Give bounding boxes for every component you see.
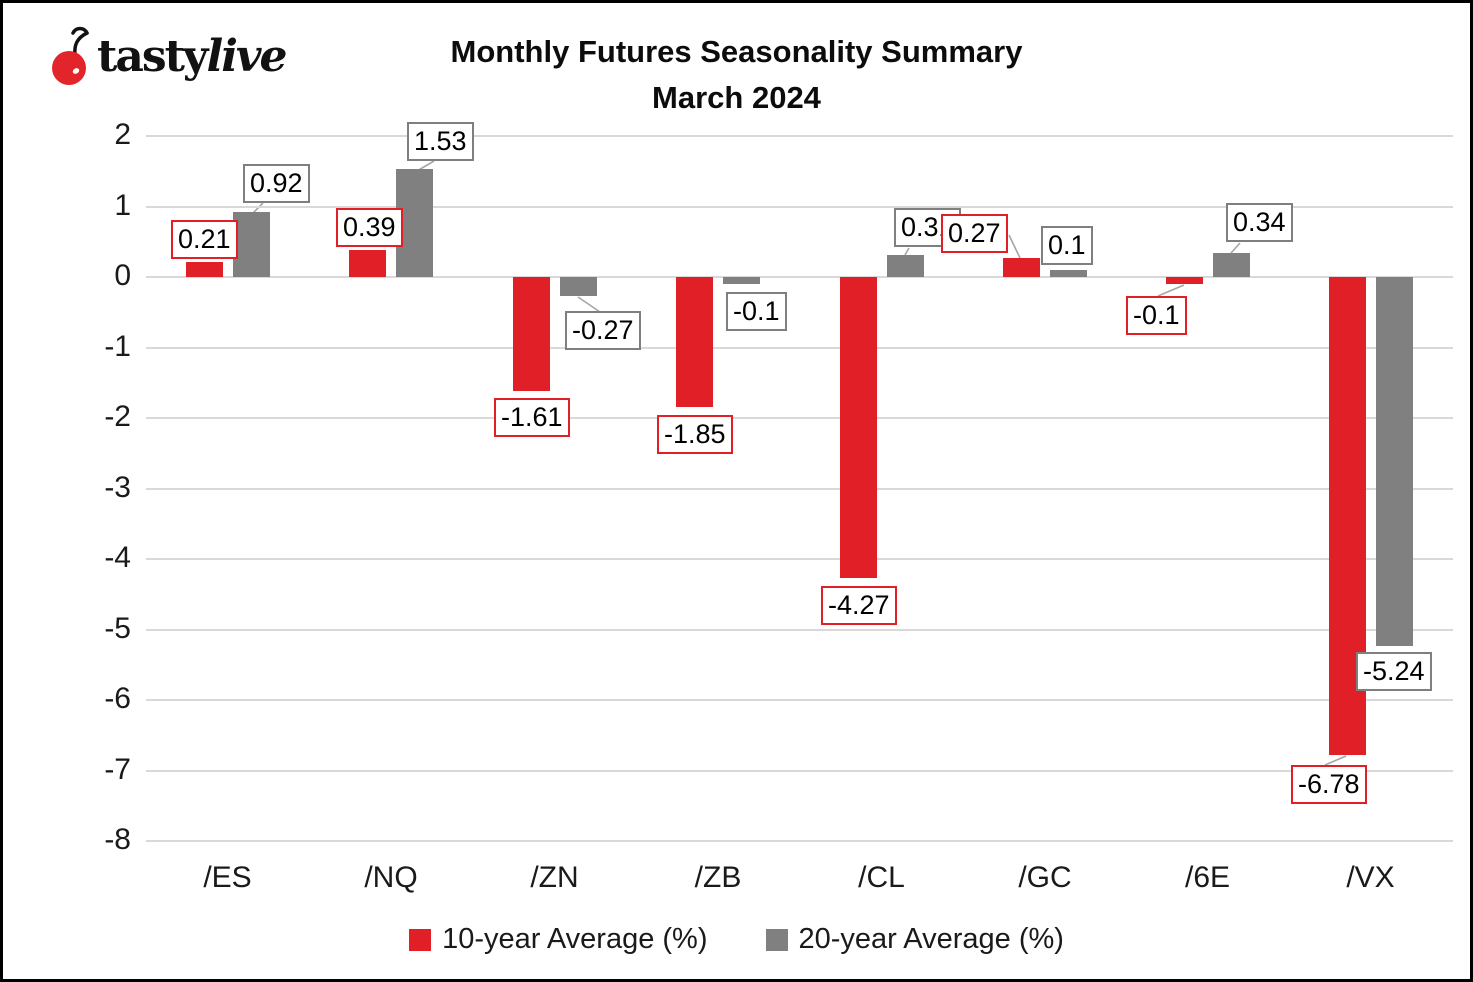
data-label-20yr: -5.24 [1356,652,1432,691]
leader-lines-layer [251,160,1347,766]
chart-subtitle: March 2024 [652,80,821,115]
data-label-10yr: -6.78 [1291,765,1367,804]
bar-CL-20yr [886,255,924,277]
y-axis-label: -3 [104,470,131,504]
cherry-icon [52,26,89,85]
bar-ES-20yr [232,212,270,277]
bar-GC-20yr [1050,269,1087,277]
data-label-20yr: 0.92 [243,164,310,203]
gridline-y--6 [146,699,1453,701]
gridline-y--1 [146,346,1453,349]
bar-ZB-10yr [676,277,713,408]
data-label-10yr: 0.21 [171,220,238,259]
gridline-y-1 [146,205,1453,208]
y-axis-label: -7 [104,752,131,786]
legend: 10-year Average (%) 20-year Average (%) [3,923,1470,956]
bar-6E-20yr [1212,253,1250,277]
bar-CL-10yr [839,277,877,579]
legend-item-20-year: 20-year Average (%) [765,923,1064,956]
bar-ES-10yr [185,262,223,277]
x-axis-label-ZN: /ZN [530,861,579,894]
bar-VX-20yr [1375,277,1413,647]
leader-line [1157,284,1185,297]
brand-text-live: live [206,31,288,82]
data-label-20yr: -0.27 [565,311,641,350]
bar-NQ-10yr [349,249,386,277]
leader-line [577,296,601,313]
y-axis-label: -2 [104,400,131,433]
legend-item-10-year: 10-year Average (%) [409,923,708,956]
chart-title-block: Monthly Futures Seasonality Summary Marc… [263,29,1210,121]
y-axis-label: -4 [104,541,131,574]
x-axis-label-GC: /GC [1018,861,1072,894]
data-label-10yr: -1.85 [657,415,733,454]
data-label-10yr: -1.61 [494,398,570,437]
x-axis-label-NQ: /NQ [364,861,418,894]
data-label-10yr: 0.27 [941,214,1008,253]
bar-ZN-20yr [559,277,597,297]
leader-line [1008,234,1021,259]
tastylive-logo: tastylive [27,25,288,87]
data-label-10yr: 0.39 [336,208,403,247]
gridline-y--7 [146,769,1453,772]
leader-line [1324,755,1347,766]
bar-ZN-10yr [512,277,550,391]
gridline-y--4 [146,558,1453,560]
data-label-10yr: -4.27 [821,586,897,625]
data-label-20yr: 0.1 [1041,226,1093,265]
data-label-20yr: -0.1 [726,292,787,331]
gridline-y-2 [146,135,1453,137]
leader-line [904,247,910,256]
gridline-y--3 [146,487,1453,490]
plot-area: 2 1 0 -1 -2 -3 -4 -5 -6 -7 -8 0.92 1.53 -0.27 -0.1 0.31… [3,3,1470,979]
brand-text: tastylive [97,27,288,87]
legend-swatch-20-year [765,928,788,951]
x-axis-label-6E: /6E [1184,861,1231,894]
gridline-y--2 [146,417,1453,419]
x-axis-label-VX: /VX [1346,861,1395,894]
gridline-y--8 [146,840,1453,842]
legend-swatch-10-year [409,928,432,951]
bar-GC-10yr [1003,257,1040,277]
y-axis-label: -8 [104,823,131,856]
y-axis-label: -5 [104,611,131,645]
y-axis-label: -1 [104,329,131,363]
x-axis-label-ES: /ES [203,861,252,894]
y-axis-label: 1 [114,188,131,222]
y-axis-label: 0 [114,259,131,292]
y-axis-label: -6 [104,682,131,715]
data-label-20yr: 1.53 [407,122,474,161]
gridline-y-0 [146,276,1453,278]
gridline-y--5 [146,628,1453,631]
brand-text-tasty: tasty [97,31,208,82]
chart-title: Monthly Futures Seasonality Summary [450,34,1023,69]
data-label-20yr: 0.34 [1226,203,1293,242]
bar-6E-10yr [1165,277,1203,285]
data-label-10yr: -0.1 [1126,296,1187,335]
leader-line [1230,242,1241,254]
y-axis-label: 2 [114,118,131,151]
legend-label-20-year: 20-year Average (%) [798,923,1064,955]
legend-label-10-year: 10-year Average (%) [442,923,708,955]
x-axis-label-CL: /CL [858,861,905,894]
x-axis-label-ZB: /ZB [694,861,742,894]
bar-ZB-20yr [723,277,760,285]
